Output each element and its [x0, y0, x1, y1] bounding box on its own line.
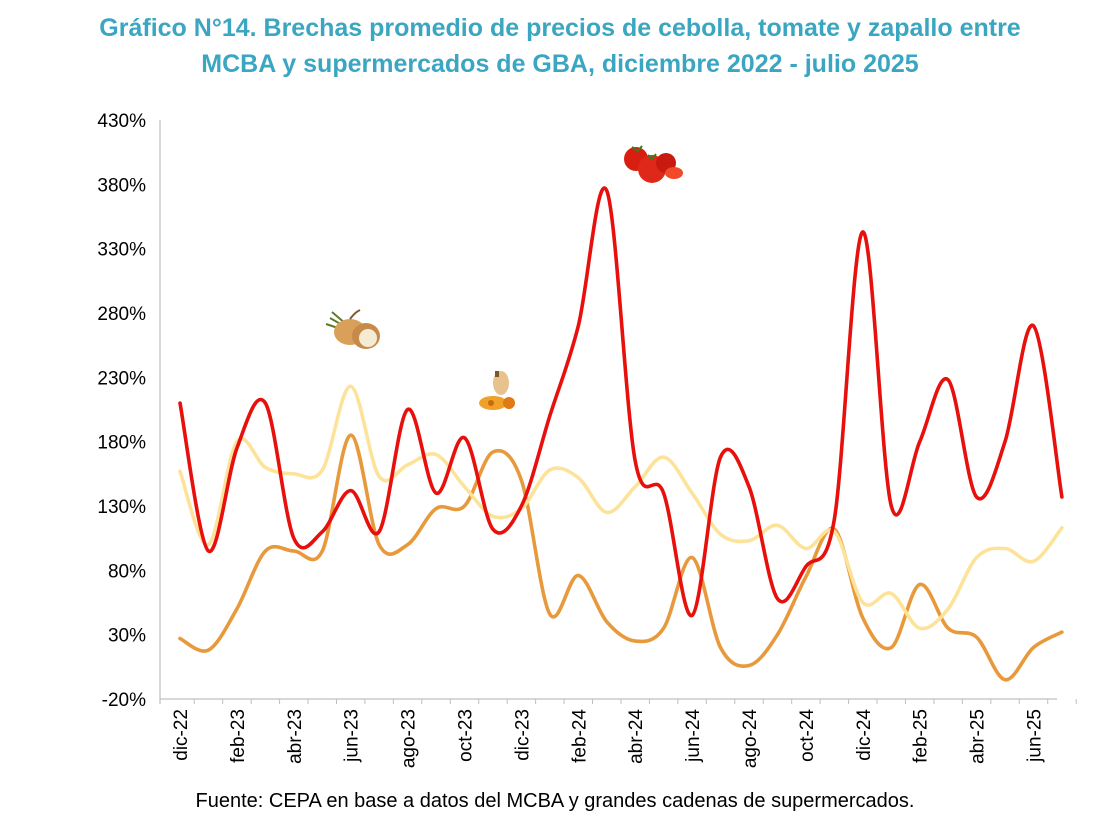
- x-tick-label: feb-25: [911, 709, 932, 763]
- y-tick-label: 230%: [97, 368, 146, 389]
- series-line-2: [178, 384, 1064, 631]
- x-tick-label: abr-24: [626, 709, 647, 764]
- y-tick-label: -20%: [102, 690, 146, 711]
- x-tick-label: dic-22: [171, 709, 192, 761]
- series-line-3: [178, 433, 1064, 682]
- x-tick-label: feb-23: [228, 709, 249, 763]
- x-tick-label: dic-23: [512, 709, 533, 761]
- x-tick-label: feb-24: [569, 709, 590, 763]
- y-tick-label: 330%: [97, 240, 146, 261]
- x-tick-label: jun-24: [683, 709, 704, 763]
- x-tick-label: jun-25: [1025, 709, 1046, 763]
- chart-title-line-2: MCBA y supermercados de GBA, diciembre 2…: [201, 50, 919, 78]
- y-tick-label: 30%: [108, 626, 146, 647]
- chart-title-line-1: Gráfico N°14. Brechas promedio de precio…: [99, 14, 1021, 42]
- decoration-layer: [325, 145, 683, 410]
- onion-image: [325, 309, 380, 349]
- y-tick-label: 430%: [97, 111, 146, 132]
- chart-axes: 430% 380% 330% 280% 230% 180% 130% 80% 30% -20% di…: [97, 111, 1077, 769]
- squash-image: [479, 371, 515, 410]
- y-tick-label: 130%: [97, 497, 146, 518]
- tomato-image: [624, 145, 683, 183]
- x-tick-label: ago-23: [399, 709, 420, 768]
- x-tick-label: ago-24: [740, 709, 761, 769]
- y-tick-label: 280%: [97, 304, 146, 325]
- source-note: Fuente: CEPA en base a datos del MCBA y …: [195, 790, 915, 812]
- series-layer: [178, 186, 1064, 682]
- y-tick-label: 180%: [97, 433, 146, 454]
- x-tick-label: jun-23: [342, 709, 363, 763]
- y-tick-label: 80%: [108, 561, 146, 582]
- x-tick-label: oct-23: [456, 709, 477, 762]
- series-line-1: [178, 186, 1064, 618]
- x-tick-label: abr-23: [285, 709, 306, 764]
- y-tick-label: 380%: [97, 175, 146, 196]
- x-tick-label: abr-25: [968, 709, 989, 764]
- x-tick-label: dic-24: [854, 709, 875, 761]
- x-tick-label: oct-24: [797, 709, 818, 762]
- chart-title: Gráfico N°14. Brechas promedio de precio…: [0, 10, 1120, 82]
